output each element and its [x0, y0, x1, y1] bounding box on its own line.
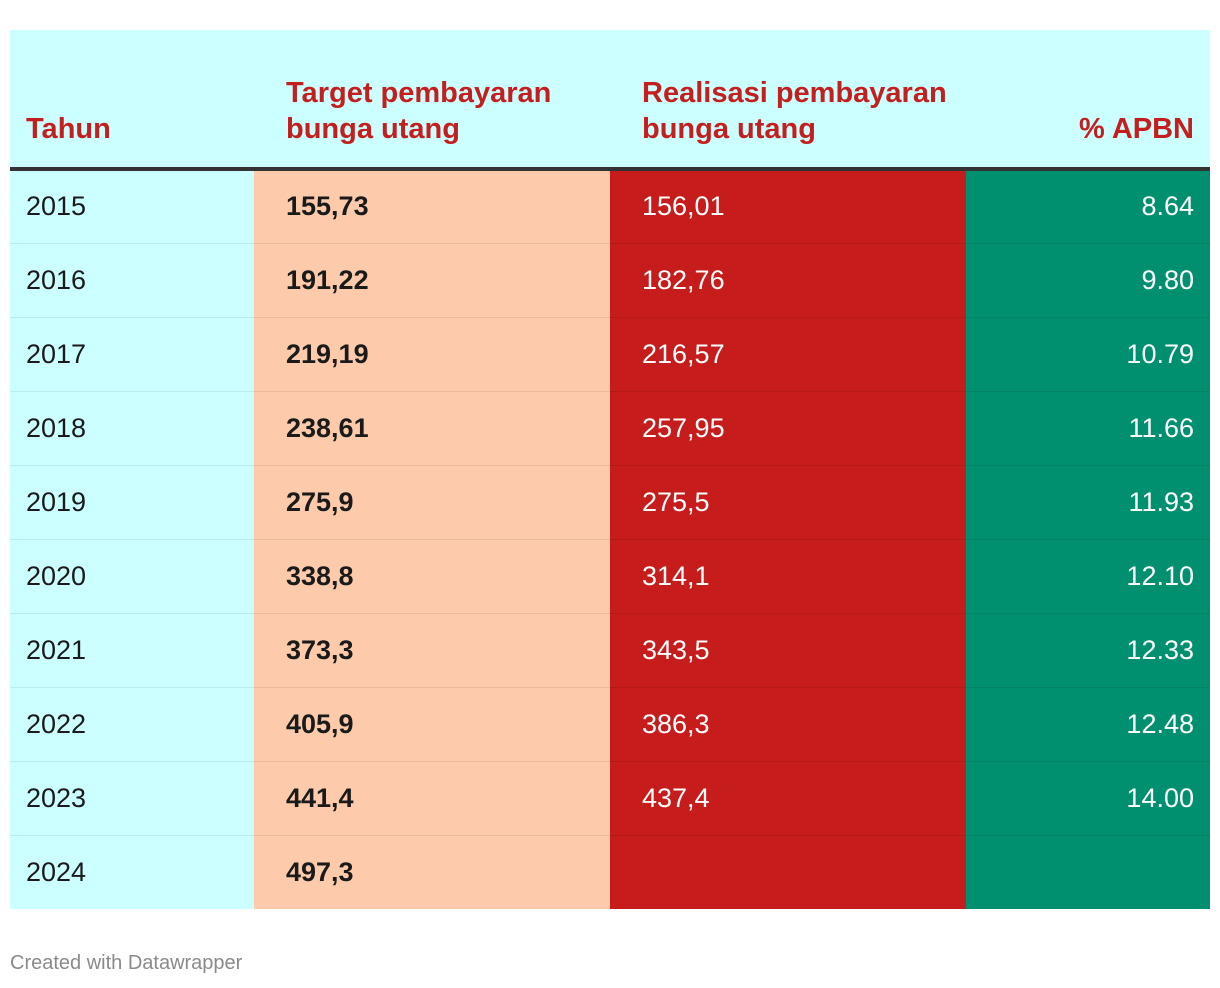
cell-percent-apbn: 8.64 [966, 169, 1210, 244]
cell-year: 2015 [10, 169, 254, 244]
cell-year: 2017 [10, 317, 254, 392]
cell-year: 2022 [10, 687, 254, 762]
cell-percent-apbn: 9.80 [966, 243, 1210, 318]
cell-year: 2018 [10, 391, 254, 466]
cell-realisasi: 386,3 [610, 687, 966, 762]
data-table-container: Tahun Target pembayaran bunga utang Real… [10, 30, 1210, 909]
data-table: Tahun Target pembayaran bunga utang Real… [10, 30, 1210, 909]
column-header-percent-apbn[interactable]: % APBN [966, 30, 1210, 171]
cell-target: 405,9 [254, 687, 610, 762]
cell-realisasi: 182,76 [610, 243, 966, 318]
cell-target: 497,3 [254, 835, 610, 909]
cell-realisasi: 275,5 [610, 465, 966, 540]
cell-percent-apbn: 12.10 [966, 539, 1210, 614]
table-body: 2015 155,73 156,01 8.64 2016 191,22 182,76 9.80… [10, 169, 1210, 909]
column-header-target[interactable]: Target pembayaran bunga utang [254, 30, 610, 171]
cell-percent-apbn: 11.66 [966, 391, 1210, 466]
cell-target: 441,4 [254, 761, 610, 836]
table-row: 2019 275,9 275,5 11.93 [10, 465, 1210, 540]
cell-year: 2020 [10, 539, 254, 614]
table-header-row: Tahun Target pembayaran bunga utang Real… [10, 30, 1210, 171]
cell-year: 2024 [10, 835, 254, 909]
cell-year: 2019 [10, 465, 254, 540]
cell-year: 2021 [10, 613, 254, 688]
cell-target: 155,73 [254, 169, 610, 244]
cell-realisasi [610, 835, 966, 909]
table-row: 2021 373,3 343,5 12.33 [10, 613, 1210, 688]
cell-realisasi: 156,01 [610, 169, 966, 244]
table-row: 2016 191,22 182,76 9.80 [10, 243, 1210, 318]
table-row: 2020 338,8 314,1 12.10 [10, 539, 1210, 614]
datawrapper-credit[interactable]: Created with Datawrapper [10, 952, 243, 974]
table-row: 2017 219,19 216,57 10.79 [10, 317, 1210, 392]
table-row: 2022 405,9 386,3 12.48 [10, 687, 1210, 762]
cell-realisasi: 343,5 [610, 613, 966, 688]
column-header-year[interactable]: Tahun [10, 30, 254, 171]
cell-realisasi: 437,4 [610, 761, 966, 836]
table-row: 2024 497,3 [10, 835, 1210, 909]
cell-year: 2016 [10, 243, 254, 318]
table-row: 2023 441,4 437,4 14.00 [10, 761, 1210, 836]
cell-target: 219,19 [254, 317, 610, 392]
cell-percent-apbn [966, 835, 1210, 909]
cell-target: 191,22 [254, 243, 610, 318]
table-row: 2015 155,73 156,01 8.64 [10, 169, 1210, 244]
cell-year: 2023 [10, 761, 254, 836]
table-row: 2018 238,61 257,95 11.66 [10, 391, 1210, 466]
cell-target: 338,8 [254, 539, 610, 614]
cell-percent-apbn: 11.93 [966, 465, 1210, 540]
cell-target: 373,3 [254, 613, 610, 688]
cell-percent-apbn: 10.79 [966, 317, 1210, 392]
cell-realisasi: 257,95 [610, 391, 966, 466]
cell-realisasi: 314,1 [610, 539, 966, 614]
column-header-realisasi[interactable]: Realisasi pembayaran bunga utang [610, 30, 966, 171]
cell-percent-apbn: 12.33 [966, 613, 1210, 688]
cell-target: 238,61 [254, 391, 610, 466]
cell-percent-apbn: 14.00 [966, 761, 1210, 836]
cell-realisasi: 216,57 [610, 317, 966, 392]
cell-percent-apbn: 12.48 [966, 687, 1210, 762]
cell-target: 275,9 [254, 465, 610, 540]
